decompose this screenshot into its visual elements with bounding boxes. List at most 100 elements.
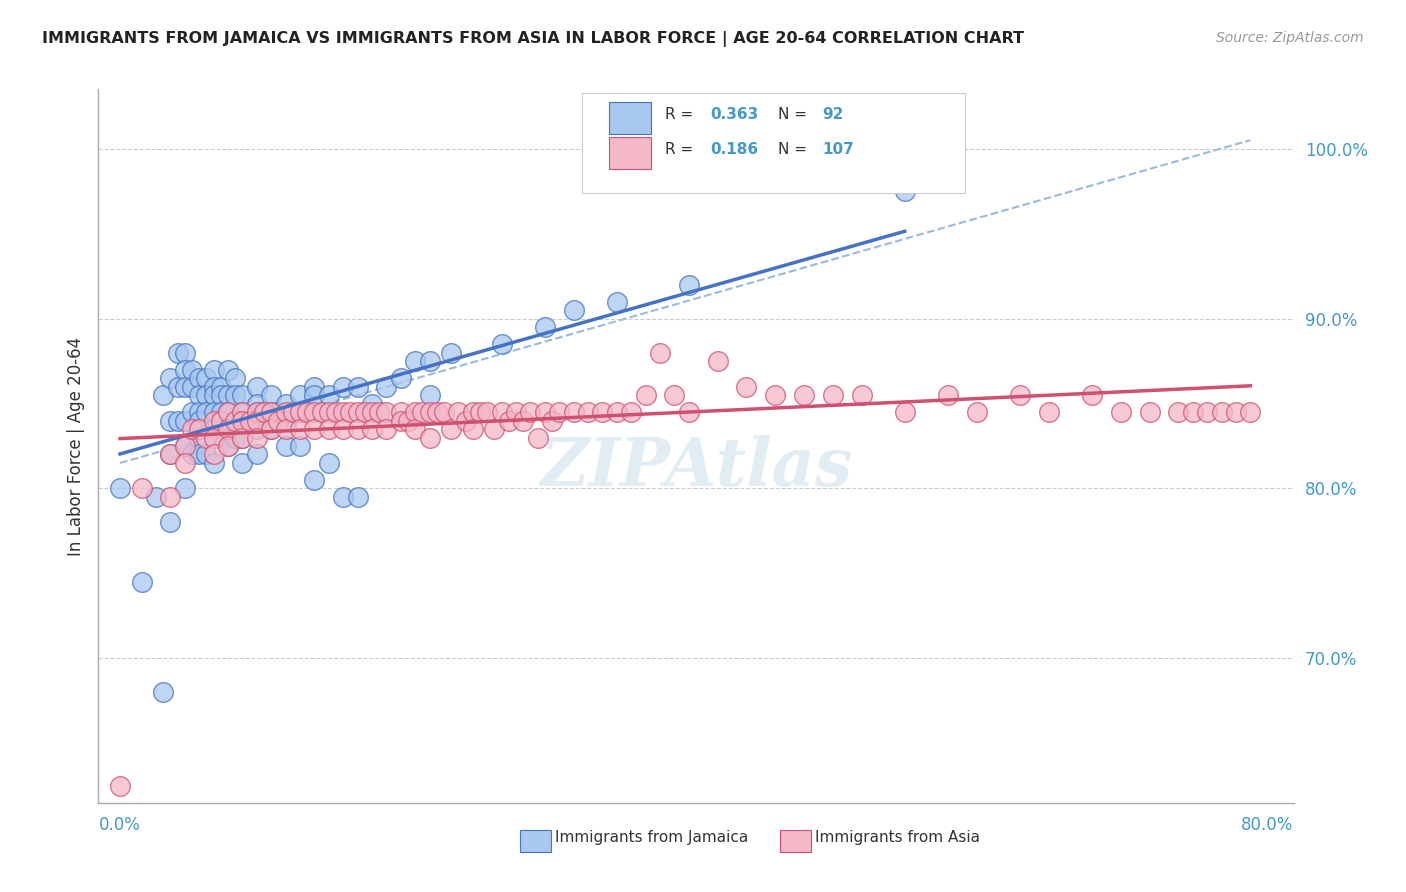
Point [304, 405, 326, 419]
Point [231, 430, 253, 444]
Point [1225, 405, 1247, 419]
Point [173, 439, 195, 453]
Point [288, 405, 311, 419]
Point [217, 388, 239, 402]
Point [173, 439, 195, 453]
Point [173, 362, 195, 376]
Point [634, 388, 657, 402]
Point [361, 396, 384, 410]
Point [246, 448, 269, 462]
Point [188, 413, 211, 427]
Point [433, 405, 456, 419]
Point [202, 456, 225, 470]
Point [678, 277, 700, 292]
Point [202, 379, 225, 393]
Point [562, 303, 585, 318]
Point [217, 405, 239, 419]
Point [426, 405, 449, 419]
Point [281, 405, 304, 419]
Point [181, 405, 204, 419]
Point [267, 405, 290, 419]
Text: N =: N = [779, 143, 813, 157]
Point [353, 405, 375, 419]
Point [346, 405, 368, 419]
Point [260, 422, 283, 436]
Point [346, 379, 368, 393]
Point [202, 405, 225, 419]
Point [274, 413, 297, 427]
Point [224, 430, 246, 444]
Text: 0.186: 0.186 [710, 143, 758, 157]
Point [606, 294, 628, 309]
Point [159, 490, 181, 504]
Point [576, 405, 599, 419]
Point [195, 448, 218, 462]
Point [541, 413, 564, 427]
Point [548, 405, 571, 419]
Point [1109, 405, 1132, 419]
Point [202, 362, 225, 376]
Point [246, 413, 269, 427]
Point [231, 413, 253, 427]
Point [209, 405, 232, 419]
Point [246, 379, 269, 393]
Point [304, 388, 326, 402]
Text: 92: 92 [823, 107, 844, 121]
Point [181, 448, 204, 462]
Point [173, 456, 195, 470]
Text: N =: N = [779, 107, 813, 121]
Point [217, 422, 239, 436]
Point [239, 413, 262, 427]
Point [131, 574, 153, 589]
Point [131, 482, 153, 496]
Text: ZIPAtlas: ZIPAtlas [540, 435, 852, 500]
Point [181, 379, 204, 393]
Point [440, 422, 463, 436]
Point [274, 439, 297, 453]
FancyBboxPatch shape [609, 102, 651, 134]
Point [224, 413, 246, 427]
Point [217, 362, 239, 376]
Point [166, 345, 188, 359]
Point [231, 430, 253, 444]
Point [145, 490, 167, 504]
Point [224, 371, 246, 385]
Point [498, 413, 520, 427]
Point [1081, 388, 1104, 402]
Point [346, 422, 368, 436]
Point [318, 388, 340, 402]
Point [202, 422, 225, 436]
Point [246, 405, 269, 419]
Point [325, 405, 347, 419]
Point [706, 354, 728, 368]
Point [288, 439, 311, 453]
Point [173, 413, 195, 427]
Point [181, 362, 204, 376]
Text: IMMIGRANTS FROM JAMAICA VS IMMIGRANTS FROM ASIA IN LABOR FORCE | AGE 20-64 CORRE: IMMIGRANTS FROM JAMAICA VS IMMIGRANTS FR… [42, 31, 1024, 47]
Point [519, 405, 541, 419]
Point [591, 405, 613, 419]
Point [375, 422, 398, 436]
Point [159, 448, 181, 462]
Point [893, 184, 915, 198]
Point [332, 422, 354, 436]
Point [332, 490, 354, 504]
Point [304, 473, 326, 487]
Point [295, 405, 318, 419]
Point [260, 405, 283, 419]
Point [1181, 405, 1204, 419]
Point [267, 413, 290, 427]
Point [224, 388, 246, 402]
Point [217, 439, 239, 453]
Point [260, 405, 283, 419]
Point [620, 405, 643, 419]
Point [188, 448, 211, 462]
Point [246, 422, 269, 436]
Y-axis label: In Labor Force | Age 20-64: In Labor Force | Age 20-64 [66, 336, 84, 556]
Point [288, 422, 311, 436]
Point [419, 388, 441, 402]
Point [648, 345, 671, 359]
Point [188, 422, 211, 436]
Point [966, 405, 988, 419]
Point [512, 413, 534, 427]
